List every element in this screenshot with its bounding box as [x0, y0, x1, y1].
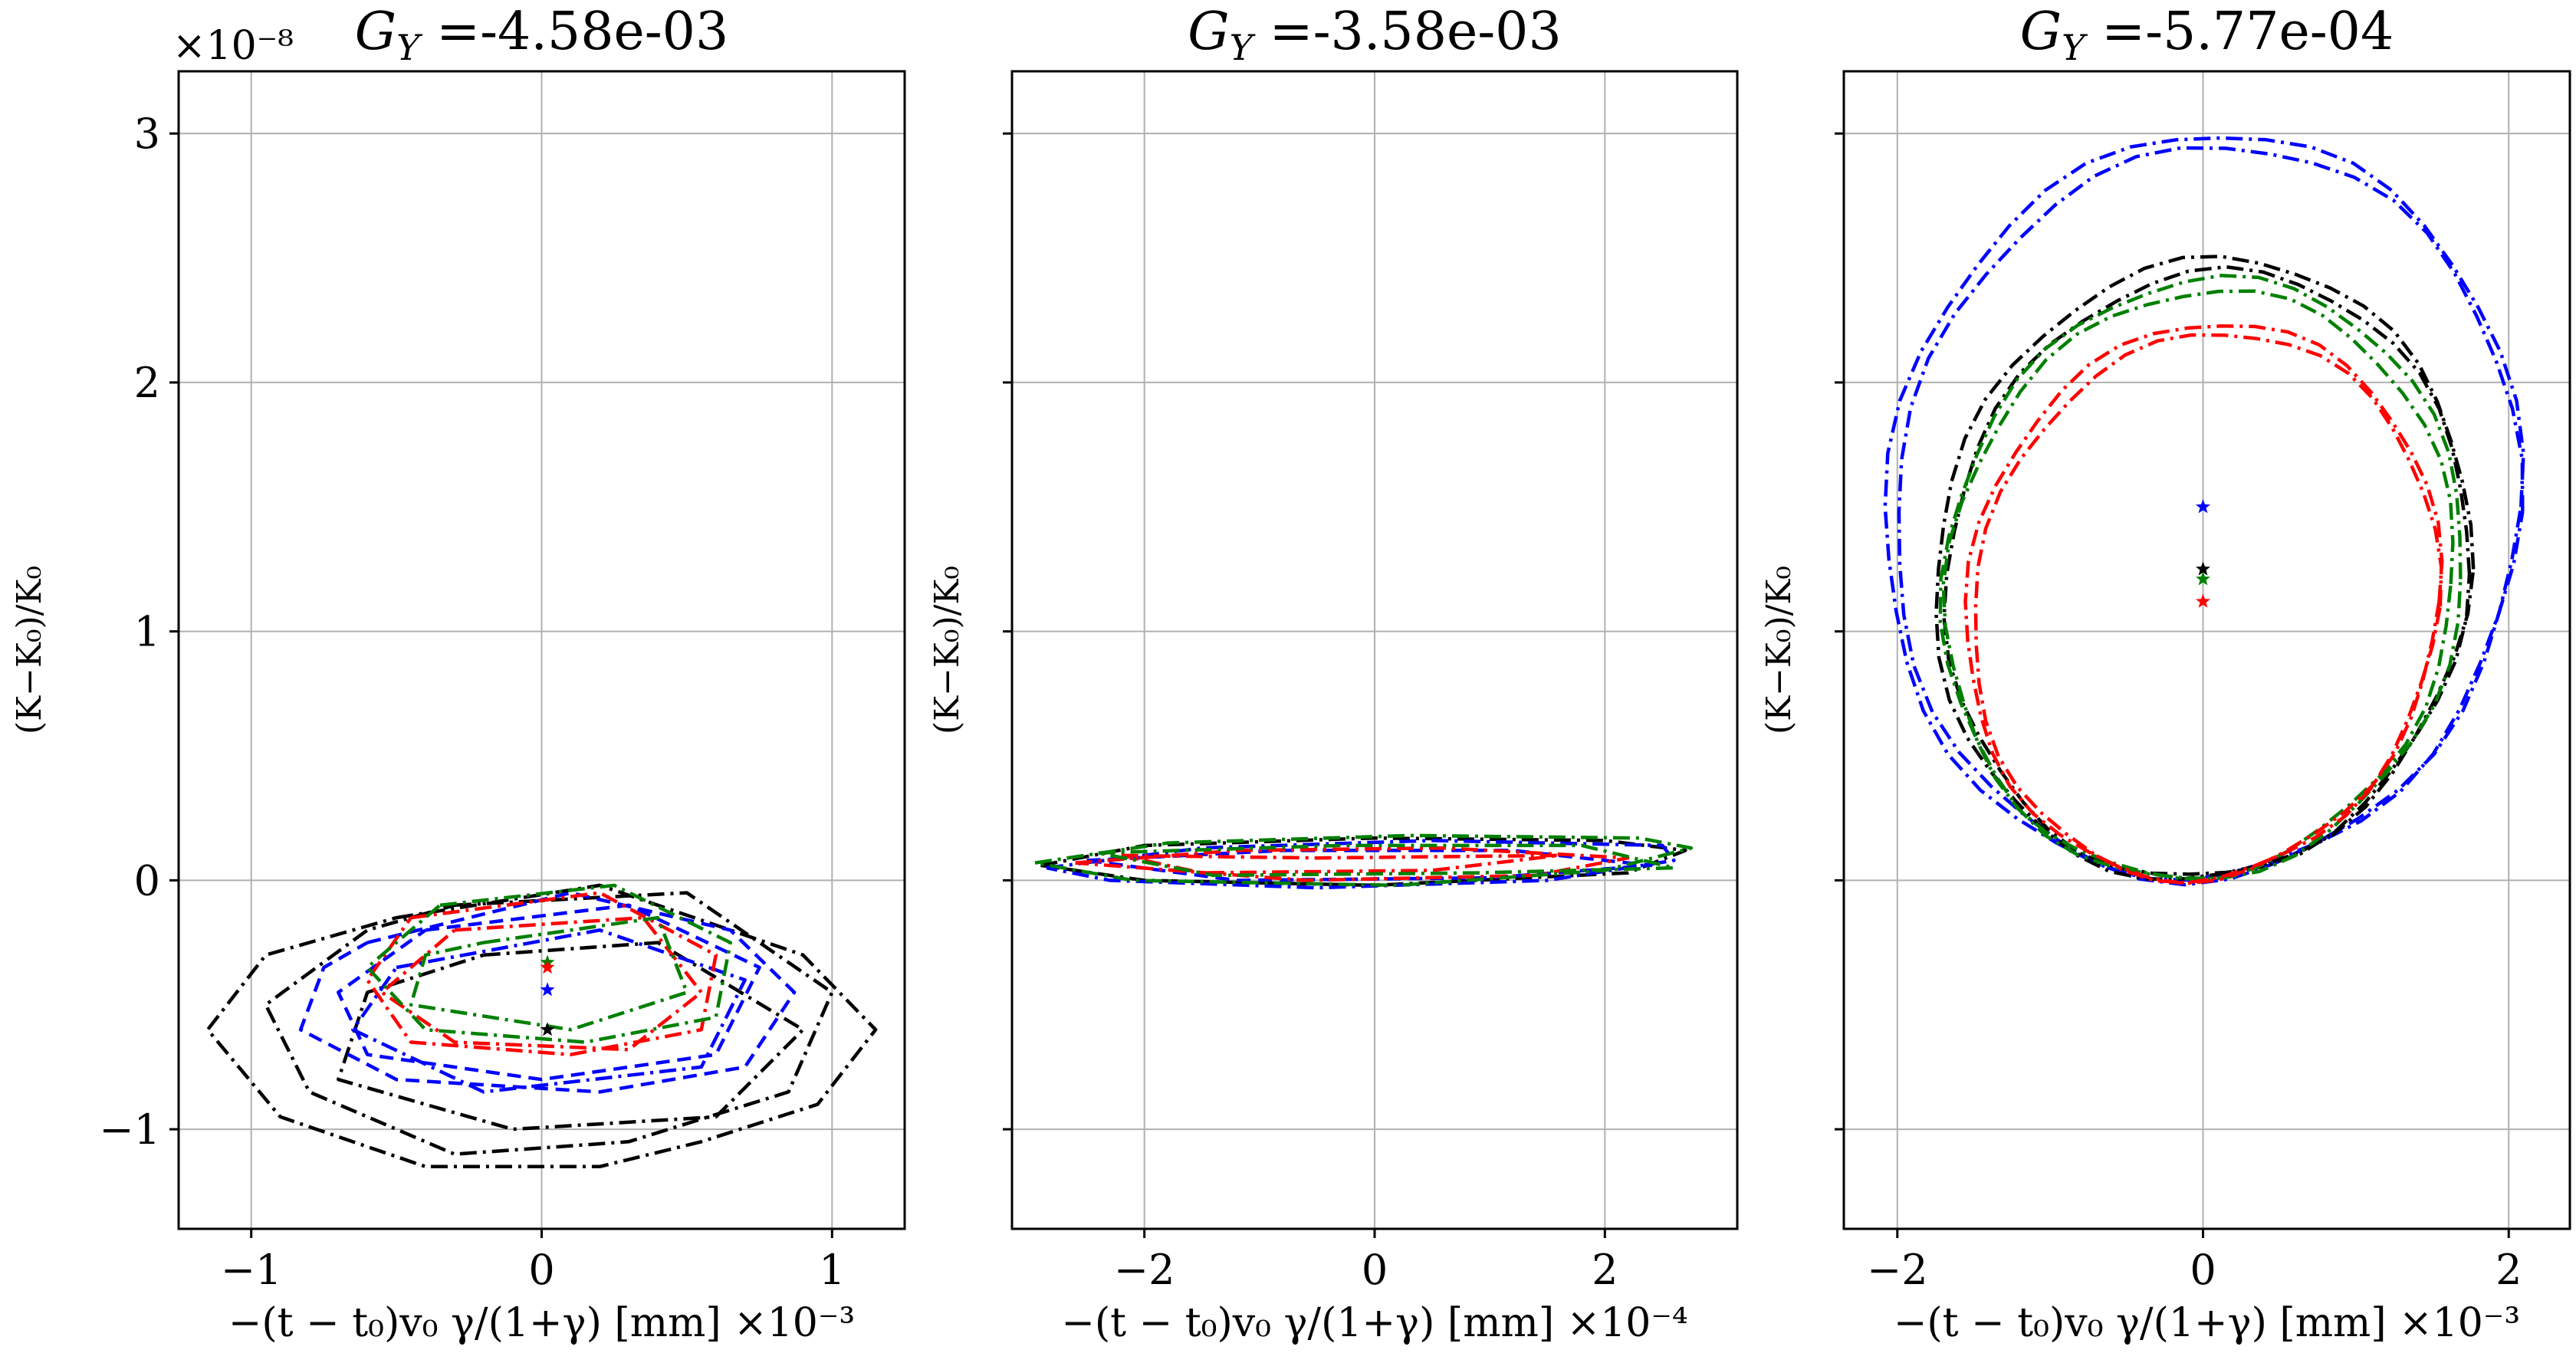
center-star-red	[540, 960, 555, 974]
y-axis-label: (K−K₀)/K₀	[1760, 566, 1799, 734]
series-line-green-4	[1938, 274, 2463, 880]
x-tick-label: 2	[1592, 1246, 1618, 1294]
axes-frame	[1842, 70, 2571, 1230]
x-axis-label: −(t − t₀)v₀ γ/(1+γ) [mm] ×10⁻³	[1894, 1300, 2520, 1346]
series-line-green-5	[1034, 833, 1694, 888]
grid	[1844, 71, 2570, 1229]
center-star-black	[540, 1022, 555, 1036]
grid	[179, 71, 905, 1229]
series-line-black-3	[1942, 264, 2472, 876]
center-star-black	[2196, 561, 2210, 576]
series-line-black-0	[1040, 836, 1687, 888]
y-offset-text: ×10⁻⁸	[172, 23, 294, 69]
series-line-green-6	[1098, 843, 1676, 878]
y-tick-label: −1	[99, 1105, 160, 1154]
x-tick-label: 0	[1362, 1246, 1388, 1294]
series-line-blue-5	[351, 928, 747, 1094]
chart-title: GY =-3.58e-03	[1188, 2, 1561, 68]
series-line-green-9	[409, 915, 689, 1032]
x-tick-label: 1	[819, 1246, 845, 1294]
series-line-blue-1	[1897, 146, 2525, 882]
series-line-red-6	[1963, 324, 2444, 885]
x-tick-label: −1	[221, 1246, 282, 1294]
x-offset-text: ×10⁻³	[2399, 1300, 2520, 1346]
y-tick-label: 2	[134, 359, 160, 407]
center-star-green	[2196, 571, 2210, 586]
subplot-gy-5.77e-04: −2 0 2 GY =-5.77e-04 −(t − t₀)v₀ γ/(1+γ) [mm…	[1760, 2, 2571, 1346]
x-offset-text: ×10⁻⁴	[1567, 1300, 1688, 1346]
x-axis-label: −(t − t₀)v₀ γ/(1+γ) [mm] ×10⁻³	[228, 1300, 855, 1346]
series-group	[1034, 833, 1694, 890]
x-tick-label: 0	[2190, 1246, 2216, 1294]
chart-title: GY =-4.58e-03	[355, 2, 728, 68]
y-tick-label: 0	[134, 856, 160, 905]
series-line-blue-0	[1883, 136, 2525, 887]
subplot-gy-3.58e-03: −2 0 2 GY =-3.58e-03 −(t − t₀)v₀ γ/(1+γ) [mm…	[928, 2, 1739, 1346]
x-offset-text: ×10⁻³	[734, 1300, 855, 1346]
series-line-green-5	[1941, 289, 2455, 881]
y-axis-label: (K−K₀)/K₀	[10, 566, 49, 734]
x-tick-label: −2	[1114, 1246, 1175, 1294]
y-axis-label: (K−K₀)/K₀	[928, 566, 967, 734]
x-axis-label: −(t − t₀)v₀ γ/(1+γ) [mm] ×10⁻⁴	[1061, 1300, 1687, 1346]
series-group	[205, 883, 878, 1169]
x-tick-label: 2	[2496, 1246, 2522, 1294]
series-group	[1883, 136, 2525, 887]
chart-title: GY =-5.77e-04	[2020, 2, 2394, 68]
x-tick-label: 0	[528, 1246, 554, 1294]
y-tick-label: 1	[134, 608, 160, 656]
series-line-black-2	[337, 941, 805, 1131]
series-line-green-8	[365, 883, 732, 1044]
series-line-red-7	[1973, 333, 2443, 885]
y-tick-label: 3	[134, 110, 160, 158]
series-line-black-0	[205, 883, 878, 1169]
center-star-blue	[2196, 499, 2210, 514]
series-line-blue-3	[298, 891, 797, 1094]
center-star-blue	[540, 982, 555, 997]
center-star-red	[2196, 593, 2210, 608]
grid	[1012, 71, 1737, 1229]
subplot-gy-4.58e-03: −1 0 1 −1 0 1 2 3 GY =-4.58e-03 −(t − t₀)v₀ γ/(1+…	[10, 2, 906, 1346]
series-line-black-2	[1934, 255, 2476, 882]
x-tick-label: −2	[1867, 1246, 1928, 1294]
